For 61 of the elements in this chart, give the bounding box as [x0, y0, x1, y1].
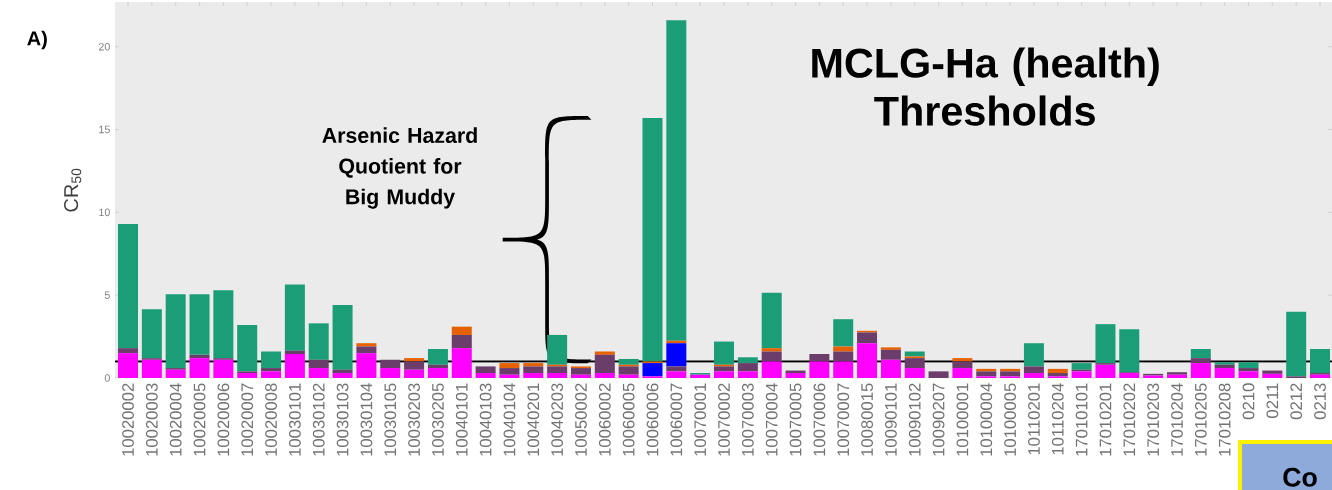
- x-tick-label: 10080015: [861, 383, 873, 456]
- x-tick-label: 10100005: [1004, 383, 1016, 456]
- x-tick-label: 10070005: [789, 383, 802, 456]
- x-tick-label: 17010201: [1099, 383, 1112, 456]
- x-tick-label: 10090102: [908, 383, 921, 456]
- x-tick-label: 0213: [1314, 383, 1326, 420]
- x-tick-label: 10040203: [551, 383, 564, 456]
- y-tick-label: 10: [99, 208, 110, 217]
- x-tick-label: 10090207: [932, 383, 945, 456]
- text: A): [27, 30, 47, 50]
- x-tick-label: 10020002: [122, 383, 134, 456]
- text: Co: [1283, 467, 1317, 487]
- x-tick-label: 10030105: [384, 383, 397, 456]
- x-tick-label: 0210: [1242, 383, 1255, 420]
- x-tick-label: 10030104: [360, 383, 373, 456]
- x-tick-label: 10100001: [956, 383, 969, 456]
- x-tick-label: 17010101: [1075, 383, 1088, 456]
- x-tick-label: 10020005: [193, 383, 206, 456]
- y-tick-label: 0: [104, 374, 110, 382]
- x-tick-label: 10020003: [145, 383, 158, 456]
- x-tick-label: 17010204: [1171, 383, 1183, 456]
- x-tick-label: 10070004: [765, 383, 778, 456]
- x-tick-label: 10070001: [694, 383, 707, 456]
- x-tick-label: 10070003: [741, 383, 754, 456]
- x-tick-label: 0211: [1266, 383, 1279, 418]
- x-tick-label: 10030102: [312, 383, 325, 456]
- x-tick-label: 10040103: [479, 383, 492, 456]
- y-tick-label: 20: [98, 42, 110, 51]
- x-tick-label: 10040101: [455, 383, 468, 456]
- x-tick-label: 10020004: [169, 383, 182, 456]
- x-tick-label: 10090101: [885, 383, 897, 456]
- x-tick-label: 10110201: [1028, 383, 1040, 455]
- y-axis-title: CR$_{50}$: [64, 168, 82, 212]
- annotation: Arsenic Hazard Quotient for Big Muddy: [322, 127, 477, 209]
- x-tick-label: 10030205: [432, 383, 444, 456]
- x-tick-label: 17010203: [1147, 383, 1160, 456]
- x-tick-label: 10040104: [503, 383, 516, 456]
- y-tick-label: 15: [99, 125, 110, 134]
- x-tick-label: 10070002: [718, 383, 730, 456]
- x-tick-label: 10030103: [336, 383, 349, 456]
- x-tick-label: 10060007: [670, 383, 683, 456]
- x-tick-label: 10070006: [813, 383, 826, 456]
- x-tick-label: 10110204: [1051, 383, 1064, 455]
- x-tick-label: 0212: [1290, 383, 1303, 420]
- x-tick-label: 10070007: [837, 383, 850, 456]
- x-tick-label: 10030203: [408, 383, 420, 456]
- y-tick-label: 5: [104, 291, 110, 299]
- x-tick-label: 10050002: [575, 383, 587, 456]
- x-tick-label: 10030101: [289, 383, 301, 456]
- x-tick-label: 10060002: [598, 383, 611, 456]
- x-tick-label: 10020007: [241, 383, 254, 456]
- x-tick-label: 10020008: [265, 383, 277, 456]
- x-tick-label: 10020006: [217, 383, 230, 456]
- text: MCLG-Ha (health) Thresholds: [812, 47, 1159, 126]
- x-tick-label: 10040201: [527, 383, 540, 456]
- x-tick-label: 10060005: [622, 383, 635, 456]
- x-tick-label: 17010208: [1218, 383, 1231, 456]
- x-tick-label: 17010202: [1123, 383, 1136, 456]
- x-tick-label: 17010205: [1194, 383, 1207, 456]
- x-tick-label: 10100004: [980, 383, 993, 456]
- x-tick-label: 10060006: [646, 383, 659, 456]
